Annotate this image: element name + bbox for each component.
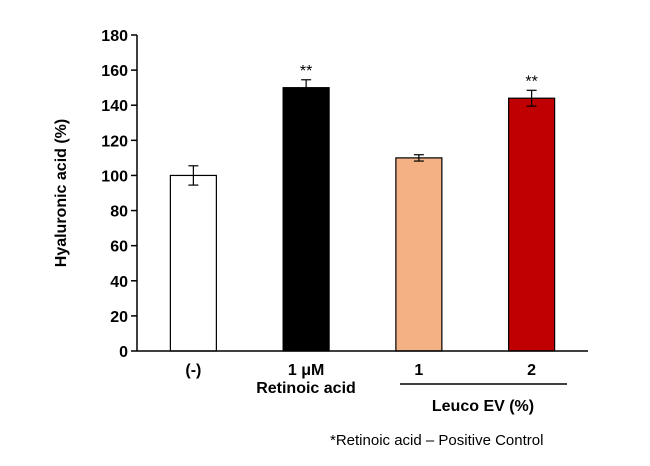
- y-tick-label: 20: [110, 309, 128, 326]
- group-label-retinoic: Retinoic acid: [256, 380, 356, 397]
- x-axis: (-) 1 μM 1 2: [137, 350, 588, 379]
- y-tick-label: 120: [101, 133, 128, 150]
- significance-label: **: [525, 73, 537, 90]
- y-tick-label: 80: [110, 204, 128, 221]
- bars: ** **: [169, 63, 556, 352]
- bar: [508, 97, 556, 352]
- y-tick-label: 140: [101, 98, 128, 115]
- bar: [169, 174, 217, 352]
- y-tick-label: 0: [119, 344, 128, 361]
- x-tick-label: (-): [185, 362, 201, 379]
- x-tick-label: 2: [527, 362, 536, 379]
- bar: [395, 157, 443, 352]
- y-tick-label: 180: [101, 28, 128, 45]
- y-tick-label: 40: [110, 274, 128, 291]
- y-tick-label: 160: [101, 63, 128, 80]
- bar: [282, 87, 330, 352]
- group-label-leuco: Leuco EV (%): [432, 398, 534, 415]
- y-axis: 0 20 40 60 80 100 120 140 160 180: [101, 28, 138, 361]
- significance-label: **: [300, 63, 312, 80]
- y-tick-label: 60: [110, 239, 128, 256]
- footnote: *Retinoic acid – Positive Control: [330, 432, 544, 449]
- y-tick-label: 100: [101, 168, 128, 185]
- x-tick-label: 1 μM: [288, 362, 324, 379]
- y-axis-label: Hyaluronic acid (%): [53, 119, 70, 267]
- x-tick-label: 1: [414, 362, 423, 379]
